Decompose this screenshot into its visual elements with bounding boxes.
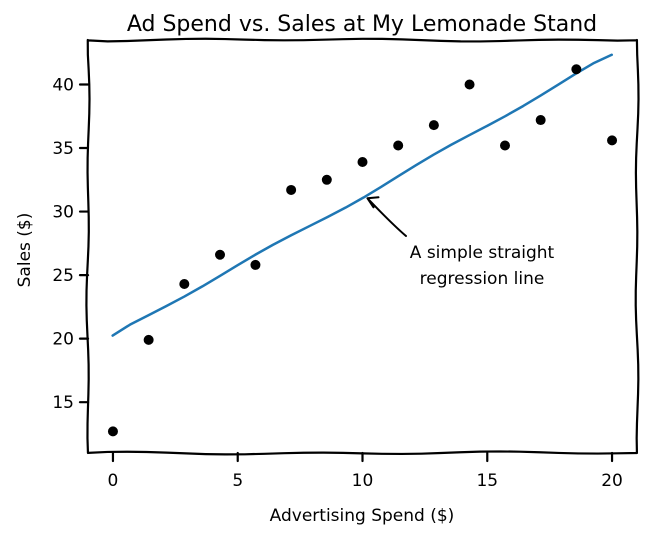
- annotation-line: A simple straight: [410, 243, 555, 263]
- y-tick-label: 20: [52, 330, 74, 350]
- data-point: [215, 249, 226, 260]
- x-tick-label: 20: [601, 471, 623, 491]
- y-tick-label: 35: [52, 139, 74, 159]
- scatter-points: [107, 64, 618, 437]
- x-axis-label: Advertising Spend ($): [270, 506, 455, 526]
- y-tick-label: 15: [52, 393, 74, 413]
- data-point: [179, 278, 190, 289]
- y-tick-label: 30: [52, 203, 74, 223]
- x-axis: 0 5 10 15 20: [108, 451, 623, 491]
- data-point: [107, 426, 118, 437]
- chart-title: Ad Spend vs. Sales at My Lemonade Stand: [127, 12, 597, 37]
- y-axis: 15 20 25 30 35 40: [52, 75, 90, 413]
- x-tick-label: 10: [352, 471, 374, 491]
- data-point: [535, 115, 546, 126]
- data-point: [607, 135, 618, 146]
- x-tick-label: 0: [108, 471, 119, 491]
- y-tick-label: 25: [52, 266, 74, 286]
- data-point: [464, 79, 475, 90]
- plot-frame: [85, 37, 640, 456]
- data-point: [286, 184, 297, 195]
- data-point: [250, 259, 261, 270]
- x-tick-label: 5: [232, 471, 243, 491]
- regression-line: [111, 53, 614, 337]
- data-point: [321, 174, 332, 185]
- data-point: [428, 120, 439, 131]
- y-axis-label: Sales ($): [15, 213, 35, 288]
- annotation-arrow: [366, 196, 407, 237]
- data-point: [143, 334, 154, 345]
- data-point: [393, 140, 404, 151]
- data-point: [499, 140, 510, 151]
- annotation-text: A simple straight regression line: [410, 243, 555, 289]
- annotation-line: regression line: [420, 269, 545, 289]
- data-point: [357, 156, 368, 167]
- y-tick-label: 40: [52, 75, 74, 95]
- data-point: [571, 64, 582, 75]
- x-tick-label: 15: [476, 471, 498, 491]
- annotation: A simple straight regression line: [366, 196, 555, 289]
